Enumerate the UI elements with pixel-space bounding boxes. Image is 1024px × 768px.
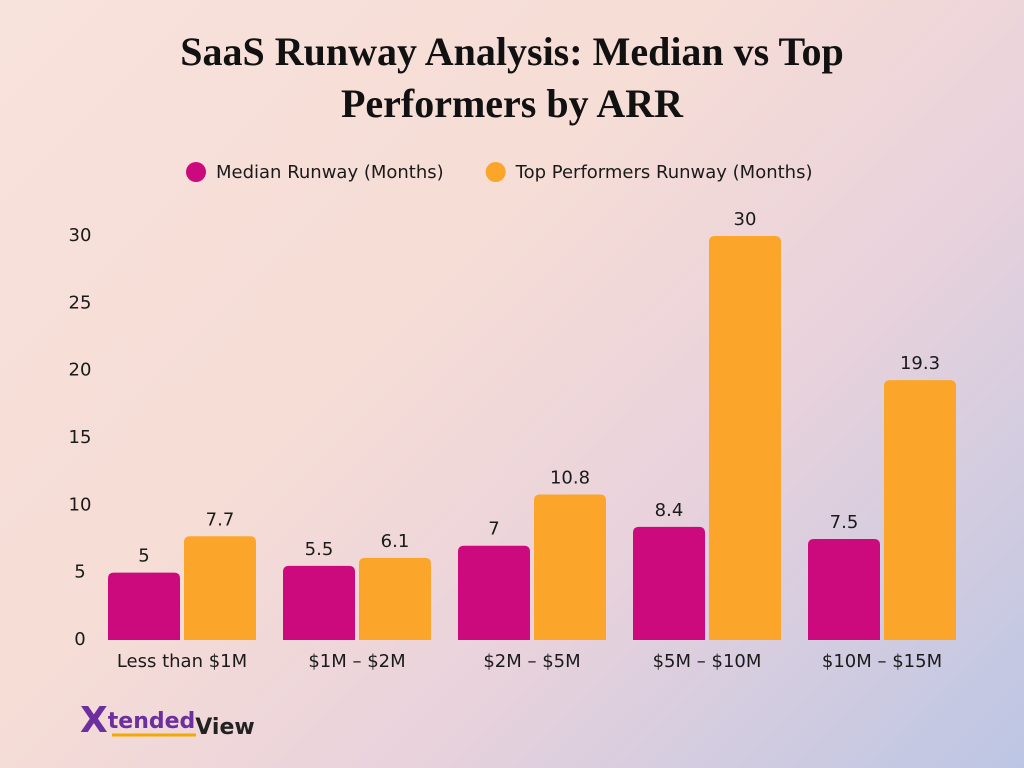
data-label: 19.3 — [900, 353, 940, 374]
bar — [884, 380, 956, 640]
y-tick-label: 20 — [69, 360, 92, 381]
brand-text: X — [80, 700, 108, 741]
data-label: 7 — [488, 519, 499, 540]
chart-title: SaaS Runway Analysis: Median vs Top Perf… — [180, 29, 844, 126]
data-label: 5.5 — [305, 539, 334, 560]
y-tick-label: 10 — [69, 494, 92, 515]
y-tick-label: 15 — [69, 427, 92, 448]
x-tick-label: $10M – $15M — [822, 651, 942, 672]
data-label: 10.8 — [550, 468, 590, 489]
bar — [184, 536, 256, 640]
x-tick-label: Less than $1M — [117, 651, 247, 672]
bar — [808, 539, 880, 640]
y-tick-label: 0 — [74, 629, 85, 650]
bar — [359, 557, 431, 640]
legend-label: Top Performers Runway (Months) — [515, 162, 813, 183]
data-label: 7.5 — [830, 512, 859, 533]
data-label: 7.7 — [206, 509, 235, 530]
x-tick-label: $1M – $2M — [308, 651, 405, 672]
y-tick-label: 25 — [69, 292, 92, 313]
legend-swatch — [186, 162, 206, 182]
data-label: 5 — [138, 546, 149, 567]
bar — [108, 572, 180, 640]
legend-label: Median Runway (Months) — [216, 162, 444, 183]
data-label: 8.4 — [655, 500, 684, 521]
brand-logo: XtendedView — [80, 700, 255, 741]
bar — [633, 526, 705, 640]
bar — [458, 545, 530, 640]
x-tick-label: $2M – $5M — [483, 651, 580, 672]
brand-text: View — [195, 715, 254, 740]
bar — [709, 236, 781, 640]
legend-swatch — [485, 162, 506, 182]
x-tick-label: $5M – $10M — [653, 651, 762, 672]
data-label: 30 — [734, 209, 757, 230]
y-tick-label: 30 — [69, 225, 92, 246]
data-label: 6.1 — [381, 531, 410, 552]
bar — [534, 494, 606, 640]
y-tick-label: 5 — [74, 562, 85, 583]
brand-text: tended — [108, 709, 196, 734]
bar — [283, 565, 355, 640]
